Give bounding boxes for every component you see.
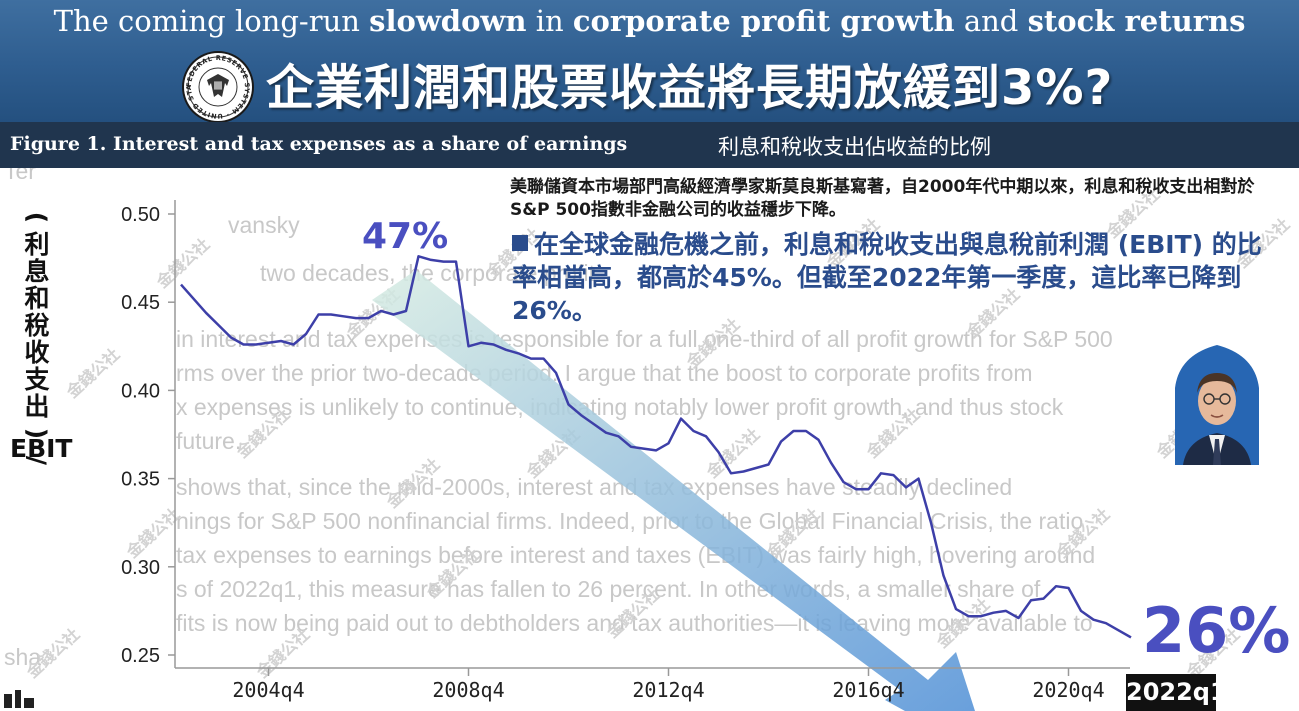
x-tick-label: 2012q4 — [632, 678, 704, 702]
page-title: 企業利潤和股票收益將長期放緩到3%? — [266, 60, 1114, 116]
y-tick-label: 0.40 — [121, 380, 160, 402]
bg-line: fits is now being paid out to debtholder… — [176, 610, 1093, 636]
y-tick-label: 0.25 — [121, 645, 160, 667]
subtitle-part: stock returns — [1027, 4, 1246, 38]
bg-line: s of 2022q1, this measure has fallen to … — [176, 576, 1041, 602]
x-tick-label: 2016q4 — [832, 678, 904, 702]
y-tick-label: 0.50 — [121, 204, 160, 226]
figure-label-zh: 利息和稅收支出佔收益的比例 — [718, 135, 991, 159]
figure-label-bar — [0, 122, 1299, 168]
line-chart: 0.50 0.45 0.40 0.35 0.30 0.25 2004q4 2008q4 201… — [121, 200, 1290, 711]
y-axis-label-char: 息 — [24, 257, 50, 286]
y-axis-label-char: 稅 — [24, 311, 50, 340]
bg-line: shows that, since the mid-2000s, interes… — [176, 474, 1013, 500]
logo-icon — [4, 690, 34, 708]
bg-line: rms over the prior two-decade period. I … — [176, 360, 1033, 386]
y-axis-label-char: 和 — [24, 284, 50, 313]
y-axis-label-char: 出 — [24, 392, 50, 421]
x-tick-label: 2020q4 — [1032, 678, 1104, 702]
y-tick-label: 0.45 — [121, 292, 160, 314]
annotation-26: 26% — [1142, 594, 1290, 667]
x-tick-label: 2008q4 — [432, 678, 504, 702]
bg-line: in interest and tax expenses is responsi… — [176, 326, 1113, 352]
series-line — [180, 255, 1132, 639]
bg-line: x expenses is unlikely to continue, indi… — [176, 394, 1064, 420]
subtitle-part: in — [526, 4, 573, 38]
subtitle-part: The coming long-run — [53, 4, 370, 38]
author-avatar — [1175, 345, 1259, 465]
bg-line: sha — [4, 644, 42, 670]
y-tick-label: 0.30 — [121, 557, 160, 579]
key-point: 在全球金融危機之前，利息和稅收支出與息稅前利潤 (EBIT) 的比率相當高，都高… — [512, 228, 1272, 327]
y-axis-label-char: 支 — [24, 365, 50, 394]
y-axis-label: (利息和稅收支出) / — [22, 204, 52, 474]
bg-line: tax expenses to earnings before interest… — [176, 542, 1096, 568]
federal-reserve-seal: FEDERAL RESERVE SYSTEM · UNITED STATES — [181, 50, 254, 123]
key-point-text: 在全球金融危機之前，利息和稅收支出與息稅前利潤 (EBIT) 的比率相當高，都高… — [512, 230, 1262, 325]
header-subtitle: The coming long-run slowdown in corporat… — [0, 4, 1299, 38]
y-axis-label-char: 收 — [24, 338, 50, 367]
bg-line: future. — [176, 428, 242, 454]
subtitle-part: and — [954, 4, 1028, 38]
bullet-square-icon — [512, 235, 528, 251]
trend-arrow — [372, 270, 975, 711]
y-tick-label: 0.35 — [121, 469, 160, 491]
annotation-47: 47% — [362, 216, 448, 257]
figure-label-en: Figure 1. Interest and tax expenses as a… — [10, 133, 628, 155]
y-axis-label-ebit: EBIT — [10, 434, 73, 463]
bg-line: Ter — [4, 168, 36, 184]
author-note: 美聯儲資本市場部門高級經濟學家斯莫良斯基寫著，自2000年代中期以來，利息和稅收… — [510, 177, 1255, 220]
subtitle-part: slowdown — [369, 4, 527, 38]
x-tick-label: 2004q4 — [232, 678, 304, 702]
subtitle-part: corporate profit growth — [572, 4, 955, 38]
y-axis-label-char: ( — [22, 211, 52, 224]
bg-line: vansky — [228, 212, 300, 238]
end-date-label: 2022q1 — [1126, 674, 1227, 711]
y-axis-label-char: 利 — [24, 230, 50, 259]
